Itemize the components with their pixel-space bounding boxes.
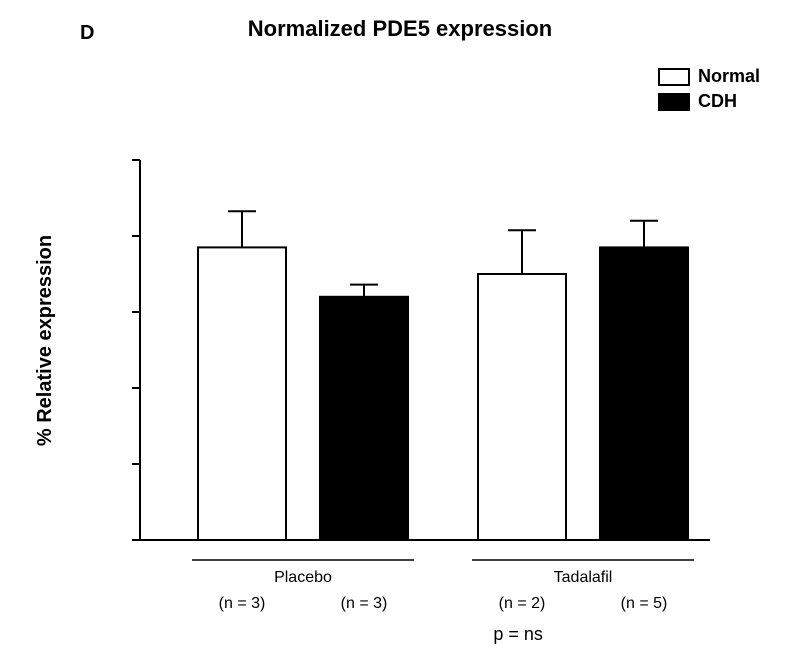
legend-swatch	[658, 93, 690, 111]
group-name: Tadalafil	[554, 569, 613, 586]
p-value-text: p = ns	[493, 624, 543, 645]
y-axis-label: % Relative expression	[36, 150, 56, 530]
legend-swatch	[658, 68, 690, 86]
group-name: Placebo	[274, 569, 332, 586]
legend-item: Normal	[658, 66, 760, 87]
bar	[198, 247, 286, 540]
n-label: (n = 3)	[219, 595, 266, 612]
bar	[600, 247, 688, 540]
n-label: (n = 2)	[499, 595, 546, 612]
bar-chart: 0.00.20.40.60.81.0Placebo(n = 3)(n = 3)T…	[130, 150, 770, 650]
bar	[478, 274, 566, 540]
n-label: (n = 3)	[341, 595, 388, 612]
n-label: (n = 5)	[621, 595, 668, 612]
legend: Normal CDH	[658, 66, 760, 116]
legend-item: CDH	[658, 91, 760, 112]
chart-title: Normalized PDE5 expression	[0, 16, 800, 42]
y-axis-label-text: % Relative expression	[35, 234, 58, 445]
legend-label: Normal	[698, 66, 760, 87]
bar	[320, 297, 408, 540]
legend-label: CDH	[698, 91, 737, 112]
chart-panel: D Normalized PDE5 expression NormalCDH %…	[0, 0, 800, 666]
